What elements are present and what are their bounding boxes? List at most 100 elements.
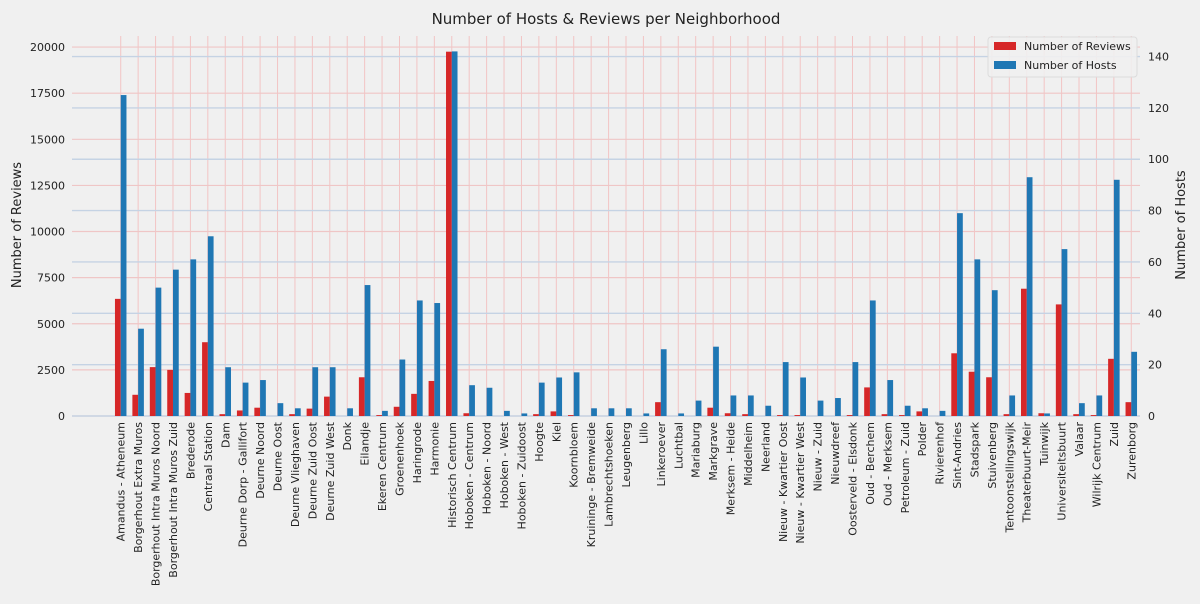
category-tick-label: Dam — [219, 422, 232, 448]
axes-layer: 0 2500 5000 7500 10000 12500 15000 17500 20000 0 2… — [30, 41, 1169, 586]
review-bar — [376, 415, 383, 416]
category-tick-label: Deurne Zuid Oost — [306, 421, 319, 519]
category-tick-label: Ekeren Centrum — [376, 422, 389, 511]
review-bar — [114, 298, 121, 416]
host-bar — [1061, 249, 1068, 416]
host-bar — [747, 395, 754, 416]
host-bar — [887, 380, 894, 416]
category-tick-label: Groenenhoek — [393, 421, 406, 495]
legend-box — [987, 36, 1138, 78]
host-bar — [521, 413, 528, 416]
host-bar — [416, 300, 423, 416]
category-tick-label: Koornbloem — [568, 422, 581, 488]
category-tick-label: Wilrijk Centrum — [1090, 422, 1103, 507]
host-bar — [190, 259, 197, 416]
review-bar — [533, 414, 539, 416]
category-tick-label: Nieuw - Zuid — [812, 422, 825, 492]
category-tick-label: Hoboken - Centrum — [463, 422, 476, 529]
host-bar — [172, 269, 179, 416]
host-bar — [207, 236, 214, 416]
review-bar — [846, 415, 853, 416]
review-bar — [655, 402, 661, 416]
category-tick-label: Historisch Centrum — [446, 422, 459, 528]
review-bar — [1003, 414, 1010, 416]
review-bar — [202, 342, 208, 416]
right-tick-label: 40 — [1148, 307, 1162, 320]
host-bar — [782, 362, 789, 416]
review-bar — [1125, 402, 1132, 416]
host-bar — [869, 300, 876, 416]
review-bar — [567, 415, 574, 416]
host-bar — [730, 395, 737, 416]
category-tick-label: Valaar — [1073, 422, 1086, 457]
host-bar — [660, 349, 667, 416]
category-tick-label: Zurenborg — [1125, 422, 1138, 480]
review-bar — [794, 415, 801, 416]
category-tick-label: Nieuwdreef — [829, 421, 842, 485]
review-bar — [167, 369, 173, 416]
category-tick-label: Luchtbal — [672, 422, 685, 469]
host-bar — [504, 410, 510, 416]
host-bar — [347, 408, 353, 416]
host-bar — [451, 51, 458, 417]
category-tick-label: Polder — [916, 422, 929, 457]
category-tick-label: Borgerhout Extra Muros — [132, 422, 145, 553]
host-bar — [904, 405, 911, 416]
host-bar — [399, 359, 406, 416]
review-bar — [1108, 358, 1114, 416]
review-bar — [968, 371, 975, 416]
category-tick-label: Borgerhout Intra Muros Zuid — [167, 422, 180, 578]
category-tick-label: Centraal Station — [202, 422, 215, 511]
host-bar — [469, 385, 475, 416]
category-tick-label: Neerland — [759, 422, 772, 472]
review-bar — [550, 411, 557, 416]
legend-swatch — [994, 42, 1016, 50]
category-tick-label: Hoboken - West — [498, 421, 511, 508]
host-bar — [957, 213, 963, 416]
category-tick-label: Donk — [341, 421, 354, 450]
host-bar — [1079, 403, 1085, 416]
host-bar — [242, 382, 249, 416]
review-bar — [899, 415, 905, 416]
category-tick-label: Oud - Merksem — [881, 422, 894, 506]
host-bar — [974, 259, 981, 416]
left-tick-label: 2500 — [37, 364, 65, 377]
review-bar — [916, 411, 923, 416]
category-tick-label: Oosterveld - Elsdonk — [847, 421, 860, 535]
host-bar — [800, 377, 806, 416]
category-tick-label: Sint-Andries — [951, 422, 964, 489]
host-bar — [312, 367, 319, 416]
host-bar — [643, 413, 650, 416]
review-bar — [254, 407, 261, 416]
host-bar — [434, 303, 441, 416]
host-bar — [1131, 351, 1138, 416]
host-bar — [991, 290, 998, 416]
host-bar — [713, 346, 719, 416]
left-tick-label: 10000 — [30, 226, 65, 239]
host-bar — [155, 287, 162, 416]
right-tick-label: 80 — [1148, 205, 1162, 218]
category-tick-label: Deurne Zuid West — [324, 421, 337, 521]
category-tick-label: Deurne Vlieghaven — [289, 422, 302, 527]
review-bar — [184, 392, 191, 416]
category-tick-label: Merksem - Heide — [725, 422, 738, 515]
review-bar — [742, 414, 748, 416]
host-bar — [922, 408, 928, 416]
host-bar — [277, 403, 284, 416]
category-tick-label: Kruininge - Bremweide — [585, 422, 598, 548]
category-tick-label: Zuid — [1108, 422, 1121, 447]
left-tick-label: 0 — [58, 410, 65, 423]
review-bar — [864, 387, 870, 416]
category-tick-label: Oud - Berchem — [864, 422, 877, 505]
review-bar — [358, 377, 365, 416]
host-bar — [1026, 177, 1033, 416]
category-tick-label: Eilandje — [359, 422, 372, 466]
legend-label: Number of Hosts — [1024, 59, 1117, 72]
chart-title: Number of Hosts & Reviews per Neighborho… — [432, 10, 781, 28]
category-tick-label: Theaterbuurt-Meir — [1021, 422, 1034, 524]
category-tick-label: Rivierenhof — [934, 421, 947, 485]
right-tick-label: 140 — [1148, 51, 1169, 64]
review-bar — [324, 396, 330, 416]
host-bar — [294, 408, 301, 416]
